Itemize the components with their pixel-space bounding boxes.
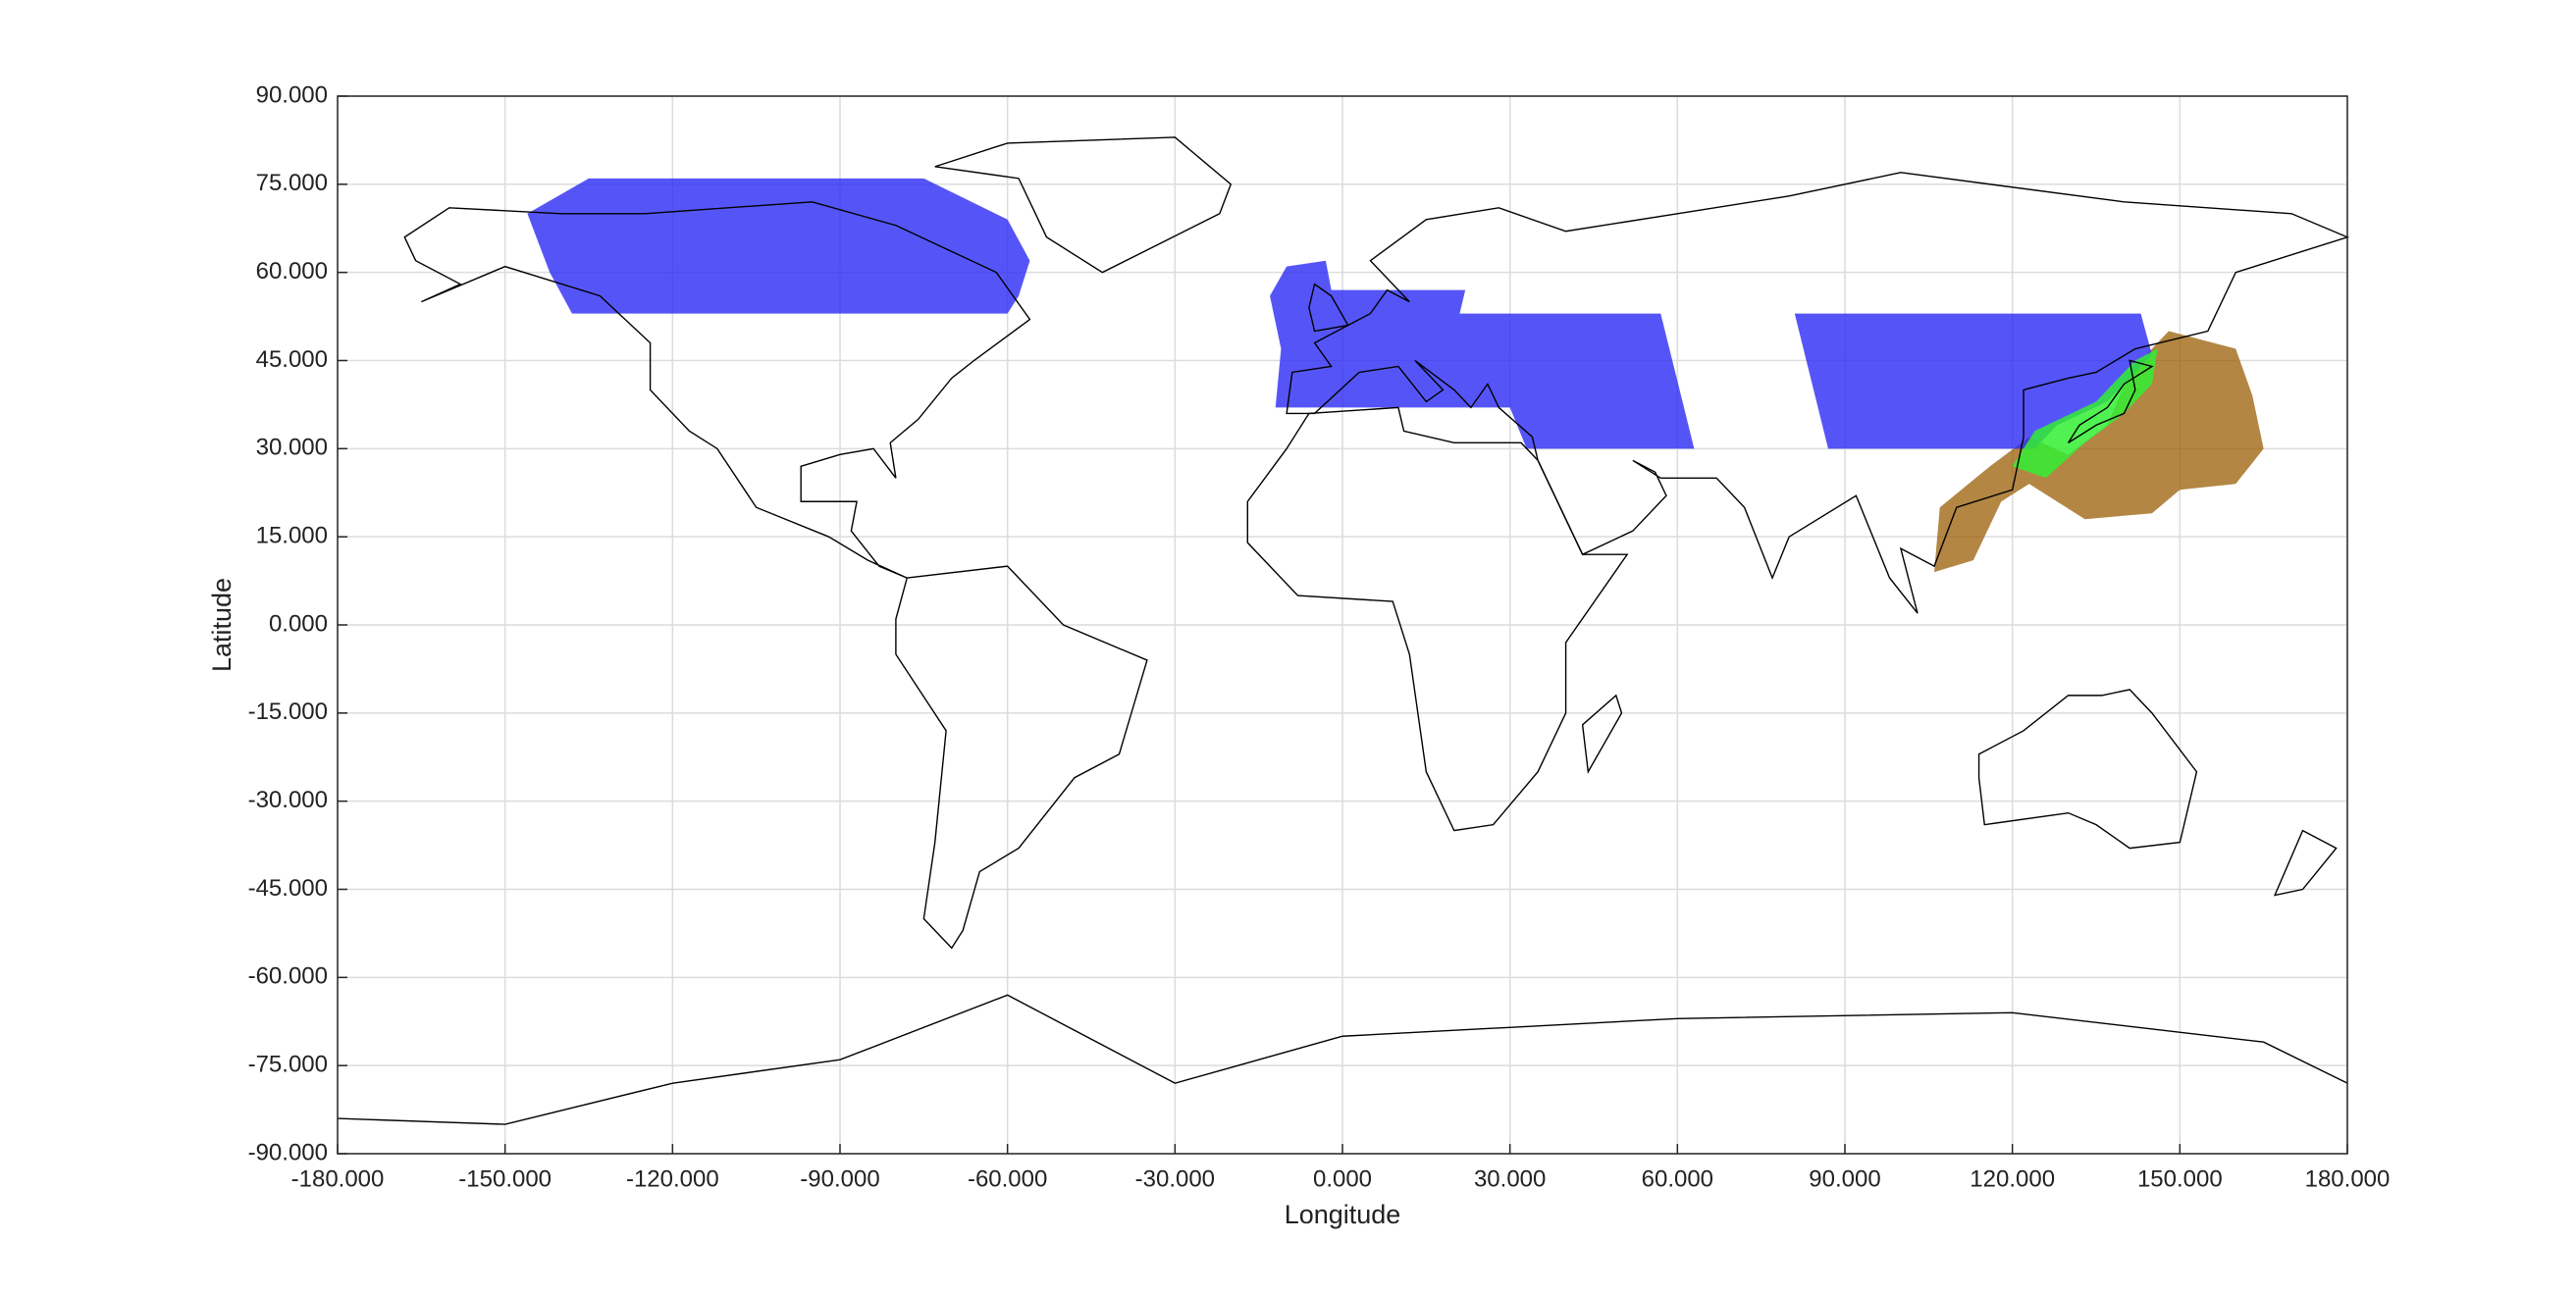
y-tick-label: 15.000 <box>256 523 328 549</box>
y-tick-label: 45.000 <box>256 346 328 373</box>
coastline <box>404 202 1029 578</box>
x-tick-label: 180.000 <box>2305 1165 2391 1192</box>
coastlines <box>338 137 2347 1124</box>
x-tick-label: 90.000 <box>1809 1165 1880 1192</box>
coastline <box>1309 284 1348 332</box>
coverage-region <box>1934 331 2264 573</box>
x-tick-label: -90.000 <box>800 1165 879 1192</box>
y-tick-label: 75.000 <box>256 170 328 196</box>
coastline <box>935 137 1232 273</box>
y-tick-label: -75.000 <box>248 1052 328 1078</box>
y-tick-label: 30.000 <box>256 435 328 461</box>
coverage-region <box>2012 348 2158 479</box>
coastline <box>338 995 2347 1124</box>
y-tick-label: -15.000 <box>248 698 328 725</box>
y-tick-label: 60.000 <box>256 258 328 284</box>
coastline <box>2275 831 2337 896</box>
x-tick-label: -30.000 <box>1135 1165 1215 1192</box>
x-tick-label: -180.000 <box>291 1165 385 1192</box>
coverage-regions <box>527 178 2264 573</box>
coastline <box>1287 173 2347 613</box>
coastline <box>896 566 1147 948</box>
x-axis-label: Longitude <box>1285 1200 1401 1229</box>
x-tick-label: -60.000 <box>968 1165 1047 1192</box>
coastline <box>1247 407 1627 830</box>
x-tick-label: 150.000 <box>2137 1165 2223 1192</box>
x-tick-label: 120.000 <box>1970 1165 2055 1192</box>
coverage-region <box>1270 260 1695 449</box>
x-tick-label: 30.000 <box>1474 1165 1546 1192</box>
coverage-region <box>527 178 1030 314</box>
y-tick-label: -90.000 <box>248 1139 328 1165</box>
y-tick-label: -60.000 <box>248 963 328 990</box>
y-tick-label: -45.000 <box>248 875 328 902</box>
coastline <box>1583 696 1622 772</box>
y-tick-label: 90.000 <box>256 81 328 108</box>
x-tick-label: 0.000 <box>1313 1165 1372 1192</box>
coastline <box>1979 690 2197 849</box>
y-tick-label: 0.000 <box>269 610 328 637</box>
x-tick-label: -120.000 <box>626 1165 719 1192</box>
coverage-region <box>1794 313 2152 449</box>
x-tick-label: 60.000 <box>1642 1165 1713 1192</box>
y-axis-label: Latitude <box>207 578 237 672</box>
x-tick-label: -150.000 <box>458 1165 552 1192</box>
y-tick-label: -30.000 <box>248 787 328 813</box>
coastline <box>2069 361 2152 443</box>
